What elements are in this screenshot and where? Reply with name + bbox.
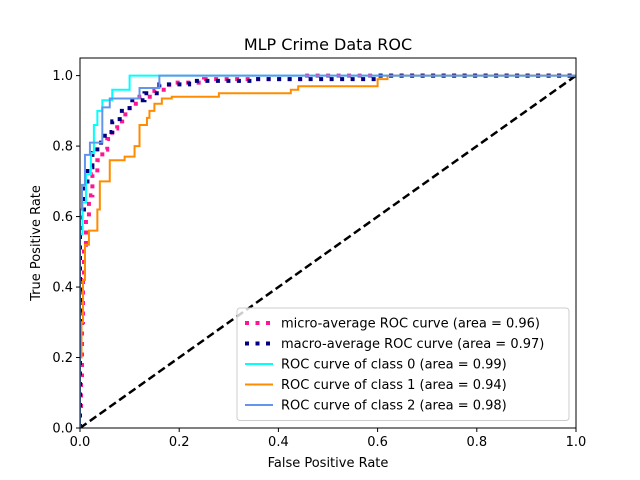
series-layer	[80, 73, 576, 428]
y-tick-label: 0.4	[52, 281, 73, 296]
y-tick-label: 0.8	[52, 140, 73, 155]
legend-label: ROC curve of class 2 (area = 0.98)	[281, 399, 507, 414]
x-tick-label: 0.6	[367, 435, 388, 450]
y-tick-label: 1.0	[52, 69, 73, 84]
y-tick-label: 0.2	[52, 351, 73, 366]
legend: micro-average ROC curve (area = 0.96) mac…	[236, 307, 570, 421]
legend-label: ROC curve of class 0 (area = 0.99)	[281, 358, 507, 373]
chart-title: MLP Crime Data ROC	[244, 35, 412, 54]
x-axis-label: False Positive Rate	[268, 456, 389, 471]
legend-box	[236, 307, 570, 421]
x-tick-label: 0.0	[70, 435, 91, 450]
series-line-5	[80, 74, 576, 428]
y-axis: 0.0 0.2 0.4 0.6 0.8 1.0	[52, 69, 80, 437]
x-tick-label: 0.2	[169, 435, 190, 450]
series-line-4	[80, 74, 576, 428]
x-tick-label: 1.0	[566, 435, 587, 450]
plot-frame	[79, 57, 577, 429]
x-tick-label: 0.8	[466, 435, 487, 450]
y-tick-label: 0.0	[52, 422, 73, 437]
series-line-3	[80, 74, 576, 428]
series-line-1	[80, 73, 576, 428]
legend-label: macro-average ROC curve (area = 0.97)	[281, 337, 544, 352]
legend-label: ROC curve of class 1 (area = 0.94)	[281, 378, 507, 393]
y-axis-label: True Positive Rate	[29, 185, 44, 302]
x-tick-label: 0.4	[268, 435, 289, 450]
x-axis: 0.0 0.2 0.4 0.6 0.8 1.0	[70, 428, 587, 450]
legend-label: micro-average ROC curve (area = 0.96)	[281, 317, 540, 332]
y-tick-label: 0.6	[52, 210, 73, 225]
